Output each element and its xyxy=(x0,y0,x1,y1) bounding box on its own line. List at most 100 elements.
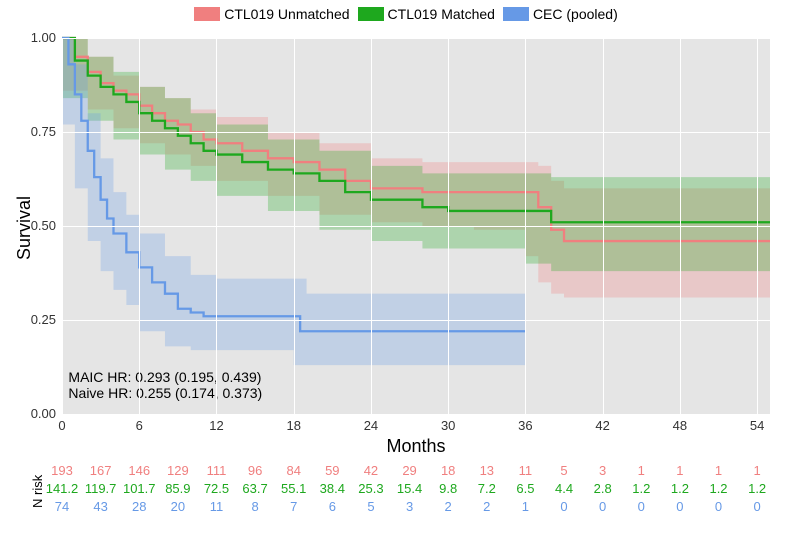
risk-cell: 18 xyxy=(441,462,455,479)
y-tick-label: 0.50 xyxy=(16,218,56,233)
risk-cell: 7.2 xyxy=(478,480,496,497)
risk-cell: 101.7 xyxy=(123,480,156,497)
ci-band xyxy=(62,38,770,271)
risk-cell: 42 xyxy=(364,462,378,479)
legend-swatch xyxy=(194,7,220,21)
plot-area: MAIC HR: 0.293 (0.195, 0.439)Naive HR: 0… xyxy=(62,38,770,414)
x-tick-label: 12 xyxy=(201,418,231,433)
legend-item: CTL019 Unmatched xyxy=(194,6,349,22)
risk-cell: 1.2 xyxy=(632,480,650,497)
risk-cell: 1 xyxy=(676,462,683,479)
risk-cell: 4.4 xyxy=(555,480,573,497)
risk-cell: 13 xyxy=(480,462,494,479)
legend-swatch xyxy=(358,7,384,21)
risk-cell: 84 xyxy=(286,462,300,479)
risk-cell: 72.5 xyxy=(204,480,229,497)
grid-v xyxy=(525,38,526,414)
risk-cell: 1 xyxy=(638,462,645,479)
grid-v xyxy=(603,38,604,414)
x-axis-title: Months xyxy=(62,436,770,457)
legend-item: CEC (pooled) xyxy=(503,6,618,22)
legend-label: CEC (pooled) xyxy=(533,6,618,22)
risk-row: 141.2 119.7 101.7 85.9 72.5 63.7 55.1 38.4 25.3 1… xyxy=(0,480,812,497)
grid-v xyxy=(294,38,295,414)
risk-cell: 5 xyxy=(560,462,567,479)
legend: CTL019 Unmatched CTL019 Matched CEC (poole… xyxy=(0,6,812,24)
risk-cell: 141.2 xyxy=(46,480,79,497)
y-tick-label: 1.00 xyxy=(16,30,56,45)
grid-h xyxy=(62,132,770,133)
risk-cell: 9.8 xyxy=(439,480,457,497)
risk-row: 744328201187653221000000 xyxy=(0,498,812,515)
x-tick-label: 0 xyxy=(47,418,77,433)
risk-cell: 0 xyxy=(638,498,645,515)
risk-cell: 167 xyxy=(90,462,112,479)
risk-cell: 0 xyxy=(560,498,567,515)
annotation-line: MAIC HR: 0.293 (0.195, 0.439) xyxy=(68,369,262,385)
legend-label: CTL019 Unmatched xyxy=(224,6,349,22)
risk-cell: 20 xyxy=(171,498,185,515)
risk-cell: 119.7 xyxy=(85,480,117,497)
risk-cell: 3 xyxy=(406,498,413,515)
risk-cell: 59 xyxy=(325,462,339,479)
x-tick-label: 42 xyxy=(588,418,618,433)
grid-h xyxy=(62,414,770,415)
risk-cell: 1 xyxy=(754,462,761,479)
risk-cell: 0 xyxy=(754,498,761,515)
grid-v xyxy=(371,38,372,414)
risk-cell: 43 xyxy=(93,498,107,515)
risk-cell: 1 xyxy=(715,462,722,479)
risk-row: 1931671461291119684594229181311531111 xyxy=(0,462,812,479)
grid-v xyxy=(680,38,681,414)
risk-cell: 28 xyxy=(132,498,146,515)
x-tick-label: 54 xyxy=(742,418,772,433)
risk-cell: 5 xyxy=(367,498,374,515)
risk-cell: 8 xyxy=(251,498,258,515)
risk-cell: 6 xyxy=(329,498,336,515)
risk-cell: 193 xyxy=(51,462,73,479)
grid-h xyxy=(62,38,770,39)
grid-v xyxy=(448,38,449,414)
risk-cell: 15.4 xyxy=(397,480,422,497)
risk-cell: 96 xyxy=(248,462,262,479)
risk-cell: 25.3 xyxy=(358,480,383,497)
risk-cell: 38.4 xyxy=(320,480,345,497)
risk-cell: 0 xyxy=(715,498,722,515)
risk-cell: 11 xyxy=(210,498,224,515)
risk-cell: 2 xyxy=(445,498,452,515)
x-tick-label: 6 xyxy=(124,418,154,433)
km-chart: CTL019 Unmatched CTL019 Matched CEC (poole… xyxy=(0,0,812,545)
grid-v xyxy=(62,38,63,414)
risk-cell: 6.5 xyxy=(516,480,534,497)
grid-v xyxy=(757,38,758,414)
risk-cell: 2 xyxy=(483,498,490,515)
grid-h xyxy=(62,320,770,321)
risk-cell: 55.1 xyxy=(281,480,306,497)
risk-cell: 1.2 xyxy=(748,480,766,497)
risk-cell: 111 xyxy=(207,462,227,479)
legend-item: CTL019 Matched xyxy=(358,6,495,22)
risk-cell: 29 xyxy=(402,462,416,479)
legend-swatch xyxy=(503,7,529,21)
risk-cell: 0 xyxy=(599,498,606,515)
risk-cell: 1 xyxy=(522,498,529,515)
risk-cell: 146 xyxy=(128,462,150,479)
risk-cell: 0 xyxy=(676,498,683,515)
risk-cell: 1.2 xyxy=(709,480,727,497)
grid-h xyxy=(62,226,770,227)
legend-label: CTL019 Matched xyxy=(388,6,495,22)
risk-cell: 11 xyxy=(519,462,533,479)
x-tick-label: 48 xyxy=(665,418,695,433)
y-tick-label: 0.75 xyxy=(16,124,56,139)
x-tick-label: 18 xyxy=(279,418,309,433)
risk-cell: 63.7 xyxy=(242,480,267,497)
risk-cell: 1.2 xyxy=(671,480,689,497)
hr-annotation: MAIC HR: 0.293 (0.195, 0.439)Naive HR: 0… xyxy=(68,369,262,401)
risk-cell: 3 xyxy=(599,462,606,479)
risk-cell: 2.8 xyxy=(594,480,612,497)
y-tick-label: 0.25 xyxy=(16,312,56,327)
risk-cell: 85.9 xyxy=(165,480,190,497)
grid-v xyxy=(139,38,140,414)
x-tick-label: 24 xyxy=(356,418,386,433)
x-tick-label: 30 xyxy=(433,418,463,433)
